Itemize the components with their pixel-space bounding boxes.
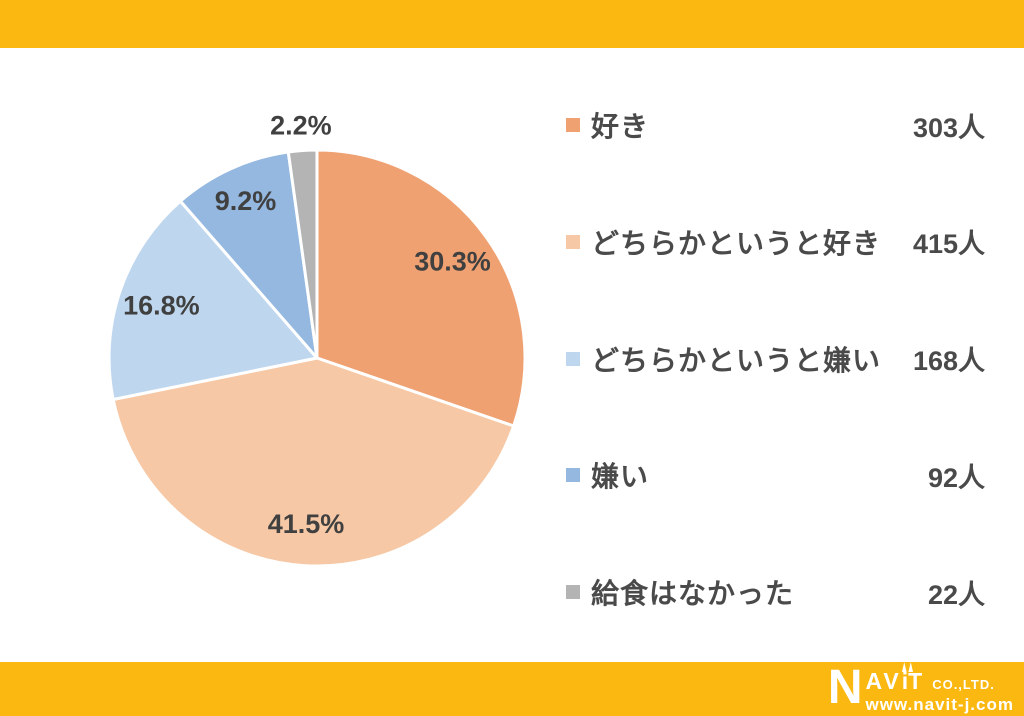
legend-color-swatch <box>566 234 580 249</box>
logo-company-suffix: CO.,LTD. <box>932 677 995 692</box>
legend-row: 好き 303人 <box>566 106 985 144</box>
legend-label: 好き <box>591 111 650 142</box>
pie-slice <box>107 199 319 401</box>
logo-letter-n: N <box>827 661 863 714</box>
legend-row: 嫌い 92人 <box>566 456 985 494</box>
pie-chart-svg: 30.3% 41.5% 16.8% 9.2% 2.2% <box>107 111 527 568</box>
legend-color-swatch <box>566 585 580 599</box>
pie-percent-label: 41.5% <box>268 509 345 539</box>
website-url: www.navit-j.com <box>865 695 1014 714</box>
legend-row: どちらかというと好き 415人 <box>566 223 985 261</box>
legend-count: 22人 <box>927 579 985 610</box>
legend: 好き 303人 どちらかというと好き 415人 どちらかというと嫌い 168人 … <box>566 106 985 611</box>
rabbit-ears-icon <box>901 662 913 672</box>
legend-count: 168人 <box>912 346 985 376</box>
legend-label: どちらかというと嫌い <box>591 344 882 376</box>
logo-right-block: AV i T CO.,LTD. www.navit-j.com <box>865 662 1014 714</box>
legend-color-swatch <box>566 468 580 483</box>
pie-chart: 30.3% 41.5% 16.8% 9.2% 2.2% <box>90 98 550 582</box>
legend-label: 給食はなかった <box>591 578 795 609</box>
pie-percent-label: 16.8% <box>123 290 200 320</box>
legend-row: 給食はなかった 22人 <box>566 573 985 611</box>
logo-letter-t: T <box>908 668 926 694</box>
legend-count: 303人 <box>912 112 985 143</box>
pie-slice <box>286 148 319 360</box>
logo-letters-av: AV <box>865 668 902 694</box>
legend-count: 415人 <box>912 229 985 260</box>
legend-count: 92人 <box>927 462 985 493</box>
top-banner <box>0 0 1024 48</box>
pie-slice <box>111 356 516 568</box>
bottom-banner: N AV i T CO.,LTD. www.navit-j.com <box>0 662 1024 716</box>
pie-slice <box>315 148 527 428</box>
logo-letter-i: i <box>901 662 913 693</box>
pie-percent-label: 2.2% <box>270 111 332 141</box>
logo-brand-line: AV i T CO.,LTD. <box>865 662 1014 695</box>
legend-color-swatch <box>566 118 580 132</box>
pie-percent-label: 9.2% <box>215 186 277 216</box>
pie-percent-label: 30.3% <box>414 247 491 277</box>
legend-label: どちらかというと好き <box>591 227 882 259</box>
legend-row: どちらかというと嫌い 168人 <box>566 340 985 378</box>
navit-logo: N AV i T CO.,LTD. www.navit-j.com <box>827 661 1014 714</box>
pie-slice <box>178 150 319 360</box>
legend-color-swatch <box>566 351 580 366</box>
legend-label: 嫌い <box>591 461 650 493</box>
